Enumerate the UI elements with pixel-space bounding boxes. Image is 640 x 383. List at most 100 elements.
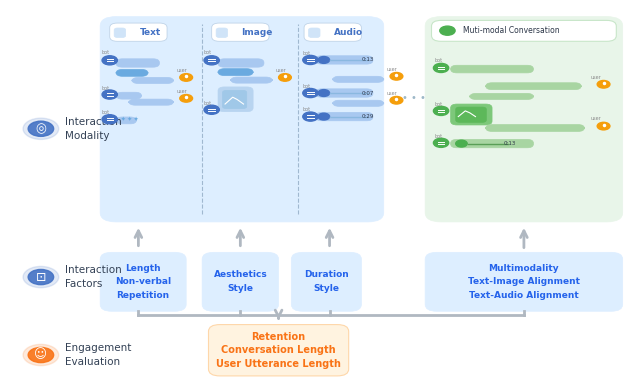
Text: 0:13: 0:13 (362, 57, 374, 62)
Circle shape (318, 57, 330, 63)
Text: • • •: • • • (401, 93, 426, 103)
Text: bot: bot (101, 85, 109, 91)
FancyBboxPatch shape (425, 252, 623, 311)
Text: bot: bot (435, 101, 443, 106)
FancyBboxPatch shape (451, 139, 534, 148)
Text: ⊡: ⊡ (36, 270, 46, 283)
Text: Style: Style (314, 284, 339, 293)
FancyBboxPatch shape (216, 28, 228, 38)
Text: 0:29: 0:29 (362, 114, 374, 119)
Circle shape (102, 56, 117, 65)
Text: Multimodality: Multimodality (488, 264, 559, 273)
Circle shape (303, 88, 318, 98)
Text: bot: bot (302, 51, 310, 56)
Circle shape (303, 56, 318, 64)
Circle shape (390, 72, 403, 80)
FancyBboxPatch shape (316, 113, 373, 121)
FancyBboxPatch shape (132, 77, 173, 83)
FancyBboxPatch shape (100, 16, 384, 222)
FancyBboxPatch shape (218, 59, 264, 67)
FancyBboxPatch shape (451, 65, 534, 73)
Text: user: user (387, 67, 397, 72)
Circle shape (456, 140, 467, 147)
Text: bot: bot (204, 50, 211, 55)
Text: Length: Length (125, 264, 161, 273)
Circle shape (204, 105, 220, 114)
Circle shape (433, 106, 449, 115)
FancyBboxPatch shape (218, 87, 253, 112)
Text: bot: bot (302, 107, 310, 112)
Circle shape (28, 270, 54, 285)
Text: Aesthetics: Aesthetics (214, 270, 268, 280)
FancyBboxPatch shape (231, 77, 272, 83)
FancyBboxPatch shape (109, 23, 167, 41)
FancyBboxPatch shape (291, 252, 362, 311)
FancyBboxPatch shape (116, 69, 148, 76)
FancyBboxPatch shape (451, 104, 492, 125)
Text: User Utterance Length: User Utterance Length (216, 359, 341, 369)
Text: 0:13: 0:13 (504, 141, 516, 146)
Text: Style: Style (227, 284, 253, 293)
Circle shape (440, 26, 455, 35)
FancyBboxPatch shape (202, 252, 278, 311)
Text: Engagement
Evaluation: Engagement Evaluation (65, 343, 131, 367)
Text: 0:07: 0:07 (362, 90, 374, 95)
Text: Retention: Retention (252, 332, 306, 342)
FancyBboxPatch shape (223, 90, 246, 109)
Circle shape (23, 344, 59, 366)
FancyBboxPatch shape (304, 23, 362, 41)
Circle shape (278, 74, 291, 81)
FancyBboxPatch shape (100, 252, 186, 311)
Text: Repetition: Repetition (116, 291, 170, 300)
Text: user: user (275, 68, 286, 73)
FancyBboxPatch shape (486, 83, 581, 90)
Circle shape (303, 112, 318, 121)
FancyBboxPatch shape (333, 76, 384, 82)
Circle shape (102, 115, 117, 124)
Text: ☺: ☺ (35, 349, 47, 362)
FancyBboxPatch shape (486, 124, 584, 131)
FancyBboxPatch shape (431, 20, 616, 41)
Text: bot: bot (435, 58, 443, 63)
FancyBboxPatch shape (114, 28, 125, 38)
FancyBboxPatch shape (425, 16, 623, 222)
FancyBboxPatch shape (470, 93, 534, 100)
Text: bot: bot (302, 84, 310, 89)
Circle shape (597, 80, 610, 88)
FancyBboxPatch shape (129, 99, 173, 105)
FancyBboxPatch shape (116, 92, 141, 99)
Text: Non-verbal: Non-verbal (115, 277, 172, 286)
Text: Audio: Audio (334, 28, 363, 37)
Text: Duration: Duration (304, 270, 349, 280)
Circle shape (180, 74, 193, 81)
FancyBboxPatch shape (209, 324, 349, 376)
FancyBboxPatch shape (456, 107, 486, 122)
Text: user: user (177, 89, 188, 94)
Text: user: user (591, 116, 602, 121)
FancyBboxPatch shape (308, 28, 320, 38)
Circle shape (23, 118, 59, 139)
Text: bot: bot (101, 110, 109, 115)
Text: ✦ ✦ ✦: ✦ ✦ ✦ (120, 116, 138, 121)
Circle shape (204, 56, 220, 65)
Circle shape (180, 95, 193, 102)
Text: bot: bot (204, 101, 211, 106)
Circle shape (433, 63, 449, 72)
Circle shape (318, 113, 330, 120)
FancyBboxPatch shape (316, 56, 373, 64)
Text: user: user (387, 91, 397, 96)
FancyBboxPatch shape (316, 89, 373, 97)
FancyBboxPatch shape (116, 59, 159, 67)
Circle shape (102, 90, 117, 99)
Circle shape (390, 97, 403, 104)
Text: Conversation Length: Conversation Length (221, 345, 336, 355)
FancyBboxPatch shape (218, 69, 253, 75)
Circle shape (597, 122, 610, 130)
Circle shape (23, 267, 59, 288)
Text: Text-Image Alignment: Text-Image Alignment (468, 277, 580, 286)
Text: Text: Text (140, 28, 161, 37)
Text: bot: bot (101, 50, 109, 55)
Text: ◎: ◎ (35, 122, 46, 135)
FancyBboxPatch shape (333, 100, 384, 106)
Circle shape (28, 347, 54, 363)
